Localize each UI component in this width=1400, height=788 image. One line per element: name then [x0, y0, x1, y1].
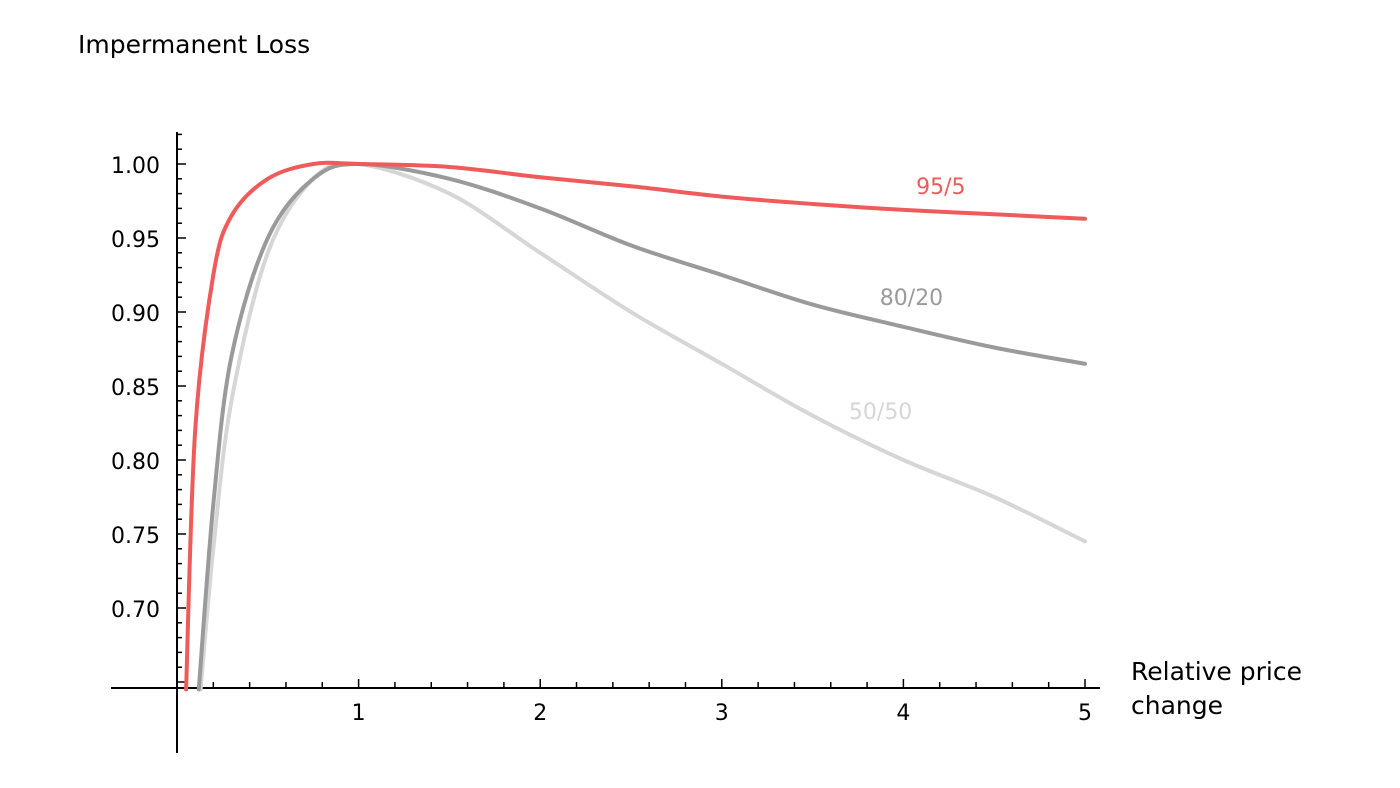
- y-tick-label: 0.95: [111, 228, 160, 253]
- x-tick-label: 5: [1078, 701, 1092, 726]
- x-tick-label: 1: [352, 701, 366, 726]
- y-axis-title: Impermanent Loss: [78, 30, 311, 59]
- x-tick-label: 3: [715, 701, 729, 726]
- series-label-80-20: 80/20: [880, 286, 943, 311]
- y-tick-label: 1.00: [111, 154, 160, 179]
- series-line-50-50: [198, 161, 1087, 692]
- series-label-95-5: 95/5: [916, 175, 965, 200]
- y-tick-label: 0.90: [111, 302, 160, 327]
- y-tick-label: 0.80: [111, 450, 160, 475]
- series-label-50-50: 50/50: [849, 400, 912, 425]
- x-axis-title: Relative price change: [1131, 657, 1302, 720]
- x-tick-label: 2: [533, 701, 547, 726]
- y-tick-label: 0.70: [111, 598, 160, 623]
- x-tick-label: 4: [896, 701, 910, 726]
- y-tick-label: 0.75: [111, 524, 160, 549]
- y-tick-label: 0.85: [111, 376, 160, 401]
- series-line-80-20: [196, 162, 1087, 692]
- series-line-95-5: [184, 160, 1087, 692]
